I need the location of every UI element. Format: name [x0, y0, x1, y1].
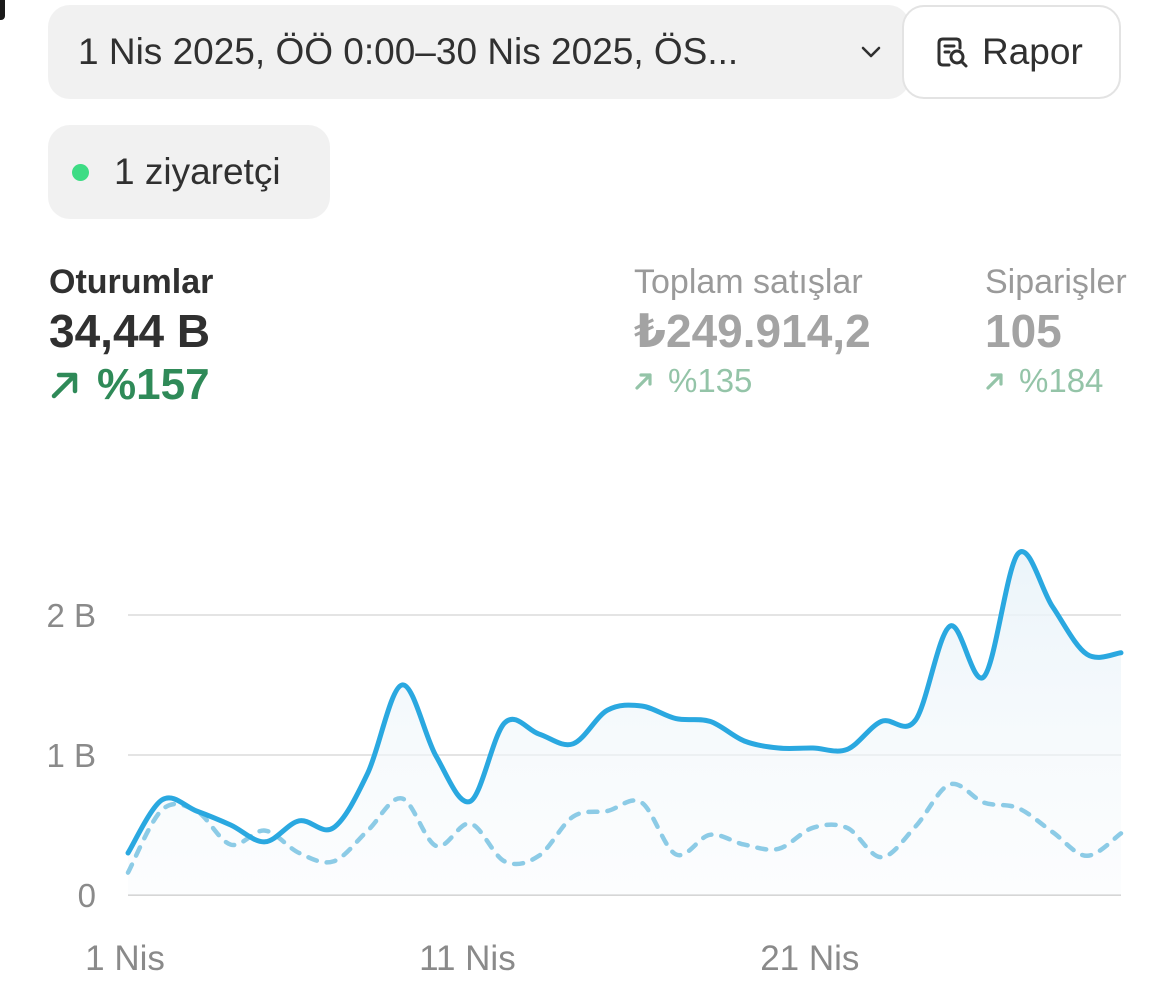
x-tick-label: 21 Nis — [760, 939, 859, 978]
chevron-down-icon — [861, 46, 881, 58]
live-visitors-label: 1 ziyaretçi — [114, 151, 281, 192]
metric-sessions[interactable]: Oturumlar 34,44 B %157 — [49, 262, 213, 410]
metric-orders[interactable]: Siparişler 105 %184 — [985, 262, 1127, 400]
report-search-icon — [937, 37, 968, 68]
metric-total-sales[interactable]: Toplam satışlar ₺249.914,2 %135 — [634, 262, 871, 400]
arrow-up-right-icon — [51, 372, 78, 399]
metric-label: Siparişler — [985, 263, 1127, 301]
report-button[interactable]: Rapor — [902, 5, 1121, 99]
metric-change-value: %184 — [1019, 362, 1104, 399]
y-tick-label: 2 B — [46, 597, 96, 634]
arrow-up-right-icon — [986, 373, 1003, 390]
metric-label: Oturumlar — [49, 263, 214, 301]
edge-mark — [0, 0, 5, 20]
metric-change: %184 — [985, 362, 1127, 400]
metric-label: Toplam satışlar — [634, 263, 863, 301]
series-line-comparison — [125, 781, 1124, 875]
live-visitors-chip: 1 ziyaretçi — [48, 125, 330, 219]
series-line-current — [125, 549, 1124, 856]
arrow-up-right-icon — [635, 373, 652, 390]
y-tick-label: 1 B — [46, 737, 96, 774]
metric-change: %157 — [49, 360, 213, 410]
series-area-current — [128, 551, 1121, 895]
x-tick-label: 11 Nis — [419, 939, 516, 978]
metric-change: %135 — [634, 362, 871, 400]
metric-change-value: %157 — [97, 360, 210, 409]
metric-value: 105 — [985, 305, 1062, 357]
report-button-label: Rapor — [982, 31, 1083, 72]
metric-change-value: %135 — [668, 362, 753, 399]
live-indicator-dot — [72, 163, 89, 181]
metric-value: 34,44 B — [49, 305, 211, 357]
date-range-picker[interactable]: 1 Nis 2025, ÖÖ 0:00–30 Nis 2025, ÖS... — [48, 5, 910, 99]
y-tick-label: 0 — [78, 877, 96, 914]
metric-value: ₺249.914,2 — [634, 305, 871, 357]
x-tick-label: 1 Nis — [85, 939, 165, 978]
sessions-line-chart: 0 1 B 2 B 1 Nis 11 Nis 21 Nis — [46, 549, 1124, 978]
date-range-label: 1 Nis 2025, ÖÖ 0:00–30 Nis 2025, ÖS... — [78, 31, 739, 72]
